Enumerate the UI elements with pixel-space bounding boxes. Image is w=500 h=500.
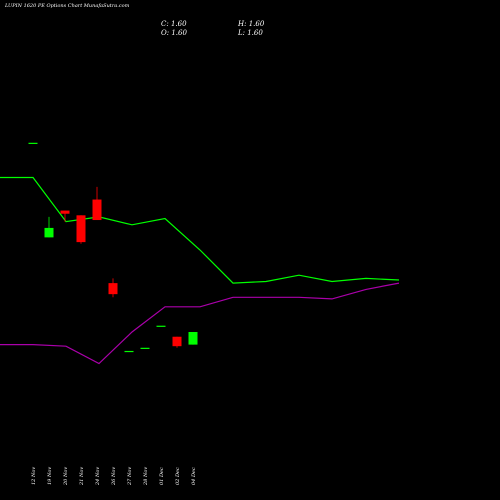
x-tick-label: 28 Nov — [143, 467, 149, 486]
x-tick-label: 24 Nov — [95, 467, 101, 486]
high-value: H: 1.60 — [238, 20, 265, 28]
candle-24-nov — [92, 186, 102, 221]
open-value: O: 1.60 — [161, 29, 187, 37]
x-axis-labels: 12 Nov 19 Nov 20 Nov 21 Nov 24 Nov 26 Nov 27 N… — [31, 467, 197, 486]
candle-body — [108, 283, 118, 295]
candle-body — [156, 325, 166, 327]
x-tick-label: 02 Dec — [175, 467, 181, 485]
x-tick-label: 27 Nov — [127, 467, 133, 486]
x-tick-label: 26 Nov — [111, 467, 117, 486]
low-value: L: 1.60 — [238, 29, 263, 37]
moving-average-line-2 — [0, 282, 400, 365]
candle-04-dec — [188, 332, 198, 345]
x-tick-label: 01 Dec — [159, 467, 165, 485]
moving-average-lines — [0, 176, 400, 365]
x-tick-label: 19 Nov — [47, 467, 53, 485]
moving-average-line-1 — [0, 176, 400, 284]
candles — [28, 142, 198, 353]
candle-19-nov — [44, 216, 54, 238]
candle-21-nov — [76, 215, 86, 244]
candle-body — [76, 215, 86, 243]
candle-body — [124, 350, 134, 353]
candle-body — [188, 332, 198, 345]
candle-body — [60, 210, 70, 214]
x-tick-label: 21 Nov — [79, 467, 85, 486]
candle-body — [92, 199, 102, 221]
x-tick-label: 20 Nov — [63, 467, 69, 486]
candle-20-nov — [60, 210, 70, 222]
candle-28-nov — [140, 347, 150, 349]
candle-body — [44, 227, 54, 238]
x-tick-label: 12 Nov — [31, 467, 37, 485]
candle-body — [140, 347, 150, 349]
candle-02-dec — [172, 336, 182, 348]
candle-body — [28, 142, 38, 144]
candle-27-nov — [124, 350, 134, 353]
chart-title: LUPIN 1620 PE Options Chart MunafaSutra.… — [5, 3, 130, 9]
candle-body — [172, 336, 182, 347]
close-value: C: 1.60 — [161, 20, 187, 28]
candle-26-nov — [108, 278, 118, 298]
candle-01-dec — [156, 325, 166, 327]
candle-12-nov — [28, 142, 38, 144]
x-tick-label: 04 Dec — [191, 467, 197, 485]
